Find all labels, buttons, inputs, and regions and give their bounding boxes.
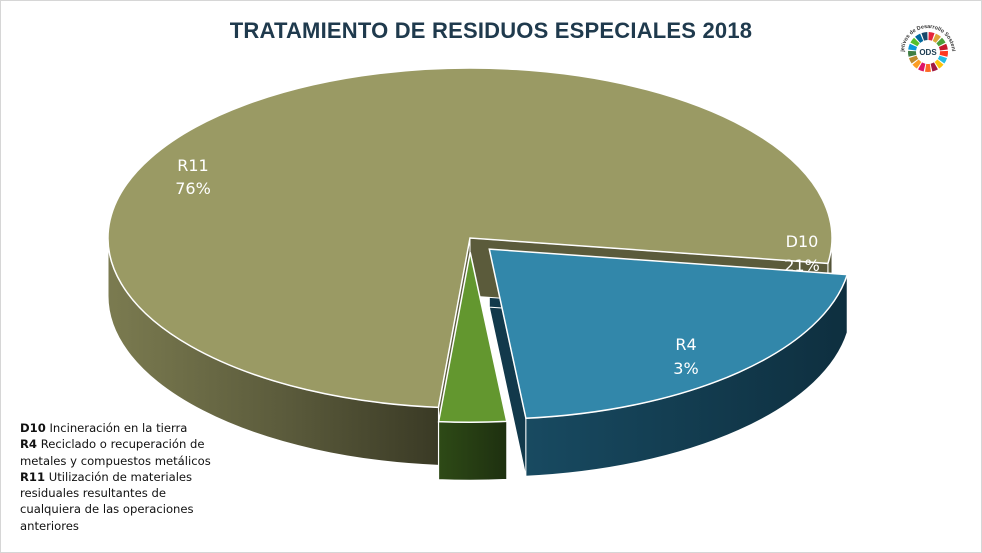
ods-segment (918, 62, 926, 72)
ods-segment (910, 37, 920, 47)
label-R11-name: R11 (177, 156, 208, 175)
ods-segment (930, 62, 938, 72)
pie-side-r4 (438, 420, 508, 481)
ods-segment (932, 33, 941, 43)
pie-slice-d10 (488, 248, 849, 420)
pie-slice-r4 (437, 252, 508, 424)
ods-segment (912, 59, 922, 69)
ods-center (918, 42, 938, 62)
label-D10-name: D10 (786, 232, 819, 251)
ods-segment (934, 59, 944, 69)
ods-center-text: ODS (919, 48, 937, 57)
ods-segment (937, 55, 948, 64)
ods-segment (908, 43, 918, 51)
chart-legend: D10 Incineración en la tierra R4 Recicla… (20, 420, 220, 534)
ods-segment (925, 63, 931, 72)
ods-logo: ODS Objetivos de Desarrollo Sostenible (893, 14, 956, 72)
ods-segment (936, 37, 946, 47)
legend-code: R4 (20, 437, 37, 452)
pie-tops (107, 67, 849, 424)
ods-segment (921, 32, 928, 41)
ods-segment (939, 50, 948, 57)
legend-text: Utilización de materiales residuales res… (20, 469, 194, 533)
ods-segment (908, 55, 919, 64)
pie-slice-r11 (107, 67, 833, 409)
label-R4-name: R4 (675, 335, 696, 354)
legend-text: Incineración en la tierra (49, 421, 188, 435)
pie-labels: R11 76% D10 21% R4 3% (175, 156, 820, 378)
legend-item-d10: D10 Incineración en la tierra (20, 420, 220, 436)
ods-segment (908, 50, 917, 57)
chart-title: TRATAMIENTO DE RESIDUOS ESPECIALES 2018 (229, 18, 753, 43)
legend-text: Reciclado o recuperación de metales y co… (20, 437, 211, 468)
label-D10-value: 21% (784, 256, 820, 275)
ods-segment (938, 43, 948, 51)
label-R4-value: 3% (673, 359, 698, 378)
label-R11-value: 76% (175, 179, 211, 198)
legend-code: D10 (20, 421, 46, 435)
legend-item-r11: R11 Utilización de materiales residuales… (20, 469, 220, 534)
ods-segment (915, 33, 924, 43)
legend-item-r4: R4 Reciclado o recuperación de metales y… (20, 436, 220, 469)
legend-code: R11 (20, 469, 46, 484)
ods-segment (928, 32, 935, 41)
